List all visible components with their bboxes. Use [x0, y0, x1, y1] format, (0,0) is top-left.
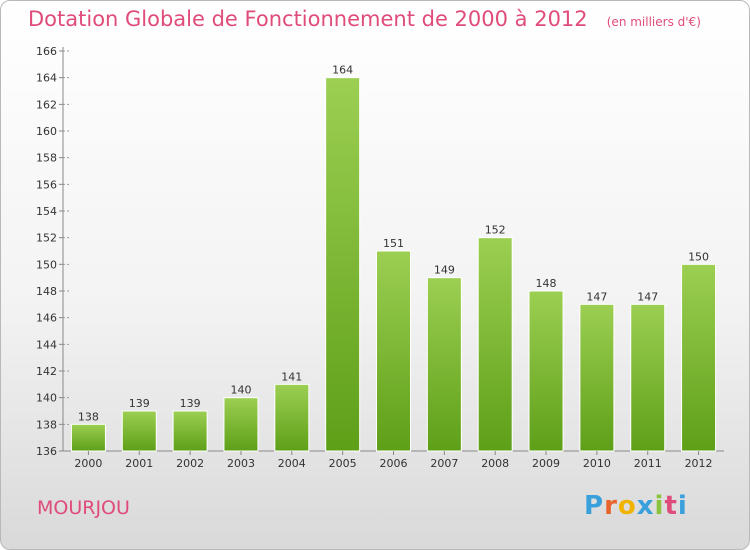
bar [274, 383, 310, 452]
bar-value-label: 150 [688, 250, 709, 263]
bar [70, 423, 106, 452]
proxiti-logo[interactable]: Proxiti [584, 491, 688, 521]
y-tick-label: 166 [36, 45, 57, 58]
x-tick-label: 2003 [227, 457, 255, 470]
logo-letter: o [617, 491, 637, 521]
bar-value-label: 139 [180, 397, 201, 410]
chart-subtitle: (en milliers d'€) [606, 15, 701, 29]
y-tick-label: 154 [36, 205, 57, 218]
bar-value-label: 139 [129, 397, 150, 410]
bar [528, 290, 564, 452]
x-tick-label: 2000 [74, 457, 102, 470]
bar [477, 237, 513, 452]
bar [172, 410, 208, 452]
y-tick-label: 164 [36, 72, 57, 85]
y-tick-label: 150 [36, 258, 57, 271]
x-tick-label: 2002 [176, 457, 204, 470]
bar [579, 303, 615, 452]
y-tick-label: 156 [36, 178, 57, 191]
x-tick-label: 2009 [532, 457, 560, 470]
bar-value-label: 149 [434, 264, 455, 277]
logo-letter: r [604, 491, 618, 521]
x-tick-label: 2010 [583, 457, 611, 470]
bar-value-label: 138 [78, 410, 99, 423]
x-tick-label: 2005 [329, 457, 357, 470]
x-tick-label: 2001 [125, 457, 153, 470]
commune-name: MOURJOU [37, 497, 130, 519]
bar [121, 410, 157, 452]
bar-value-label: 140 [230, 384, 251, 397]
bar [325, 77, 361, 452]
chart-title: Dotation Globale de Fonctionnement de 20… [28, 7, 588, 31]
logo-letter: x [636, 491, 655, 521]
x-tick-label: 2012 [685, 457, 713, 470]
y-tick-label: 146 [36, 312, 57, 325]
bar [426, 277, 462, 452]
x-tick-label: 2006 [380, 457, 408, 470]
chart-header: Dotation Globale de Fonctionnement de 20… [28, 7, 701, 31]
x-tick-label: 2007 [430, 457, 458, 470]
x-tick-label: 2004 [278, 457, 306, 470]
y-tick-label: 148 [36, 285, 57, 298]
bar [681, 263, 717, 452]
bar [630, 303, 666, 452]
y-tick-label: 136 [36, 445, 57, 458]
y-tick-label: 160 [36, 125, 57, 138]
y-tick-label: 144 [36, 338, 57, 351]
y-tick-label: 152 [36, 232, 57, 245]
bar-value-label: 147 [637, 290, 658, 303]
bar-value-label: 147 [586, 290, 607, 303]
logo-letter: P [584, 491, 605, 521]
bar [376, 250, 411, 452]
bar-value-label: 164 [332, 64, 353, 77]
logo-letter: i [677, 491, 688, 521]
bar-value-label: 152 [485, 224, 506, 237]
y-tick-label: 138 [36, 418, 57, 431]
logo-letter: i [654, 491, 665, 521]
logo-letter: t [664, 491, 678, 521]
y-tick-label: 158 [36, 152, 57, 165]
y-tick-label: 162 [36, 98, 57, 111]
bar-value-label: 141 [281, 370, 302, 383]
bar-value-label: 148 [536, 277, 557, 290]
bar-value-label: 151 [383, 237, 404, 250]
x-tick-label: 2011 [634, 457, 662, 470]
y-tick-label: 140 [36, 392, 57, 405]
bar [223, 397, 259, 452]
x-tick-label: 2008 [481, 457, 509, 470]
y-tick-label: 142 [36, 365, 57, 378]
